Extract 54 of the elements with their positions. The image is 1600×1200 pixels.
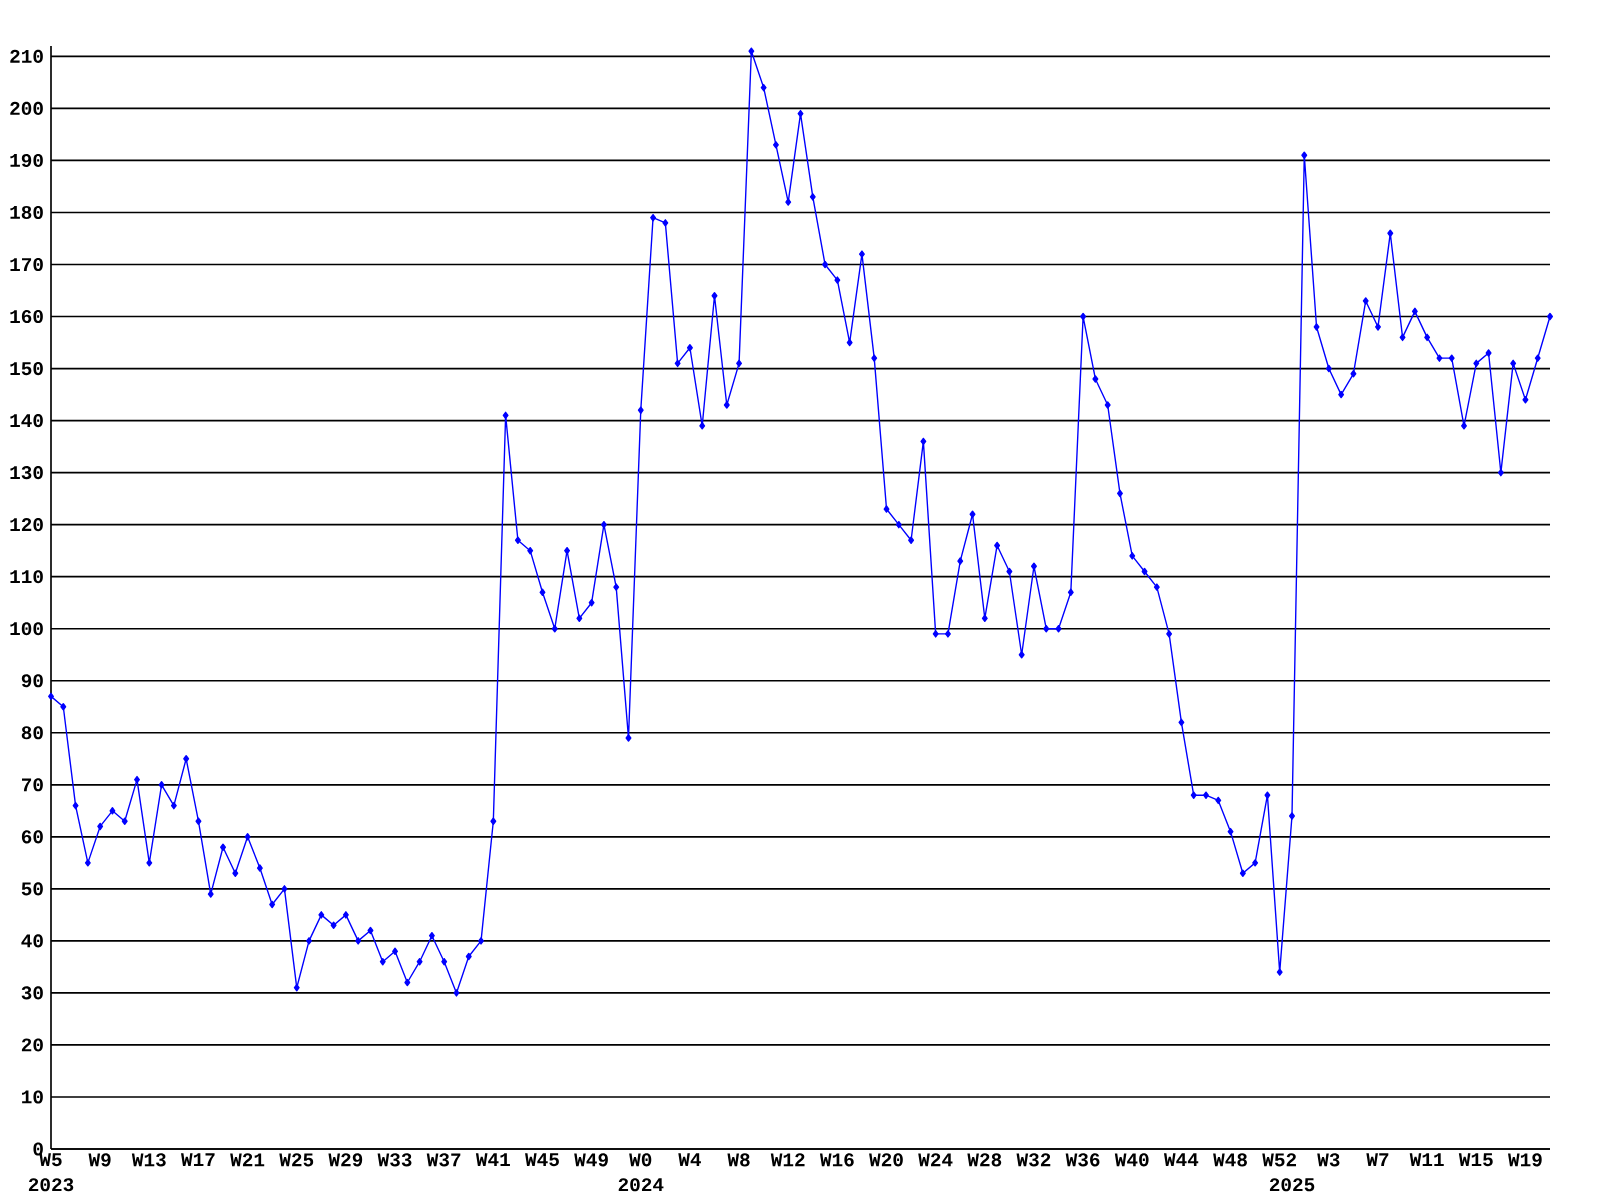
y-tick-label: 70 [22, 778, 43, 792]
x-tick-label: W21 [230, 1153, 265, 1167]
y-tick-label: 20 [21, 1038, 43, 1052]
x-tick-label: W37 [426, 1153, 461, 1167]
x2-tick-label: 2025 [1269, 1178, 1315, 1192]
x-tick-label: W33 [377, 1153, 412, 1167]
y-tick-label: 180 [10, 205, 43, 220]
y-tick-label: 140 [10, 414, 43, 428]
y-tick-label: 150 [10, 362, 43, 376]
x-tick-label: W16 [819, 1153, 854, 1167]
x-tick-label: W44 [1163, 1153, 1199, 1166]
x2-tick-label: 2023 [28, 1178, 74, 1192]
x-tick-label: W4 [678, 1153, 701, 1166]
y-tick-label: 80 [21, 726, 43, 740]
x-tick-label: W45 [525, 1153, 559, 1167]
x-tick-label: W13 [131, 1153, 166, 1167]
x2-tick-label: 2024 [618, 1178, 664, 1192]
x-tick-label: W20 [869, 1153, 903, 1167]
x-tick-label: W15 [1458, 1153, 1493, 1167]
y-tick-label: 110 [10, 570, 43, 584]
x-tick-label: W49 [574, 1153, 608, 1167]
x-tick-label: W19 [1508, 1153, 1542, 1167]
x-tick-label: W48 [1213, 1153, 1247, 1167]
y-tick-label: 10 [22, 1090, 43, 1104]
x-tick-label: W40 [1114, 1153, 1149, 1167]
x-tick-label: W7 [1366, 1153, 1389, 1166]
y-tick-label: 190 [10, 153, 43, 168]
x-tick-label: W11 [1409, 1153, 1444, 1166]
x-tick-label: W25 [279, 1153, 314, 1167]
x-tick-label: W12 [770, 1153, 805, 1167]
x-tick-label: W17 [181, 1153, 215, 1166]
x-tick-label: W9 [88, 1153, 111, 1167]
x-tick-label: W8 [727, 1153, 750, 1167]
x-tick-label: W41 [475, 1153, 510, 1166]
x-tick-label: W52 [1262, 1153, 1297, 1167]
x-tick-label: W36 [1065, 1153, 1100, 1167]
x-tick-label: W28 [967, 1153, 1002, 1167]
y-tick-label: 30 [21, 986, 43, 1000]
x-tick-label: W32 [1016, 1153, 1051, 1167]
y-tick-label: 50 [21, 882, 43, 896]
x-tick-label: W0 [629, 1153, 652, 1167]
y-tick-label: 210 [10, 49, 43, 63]
y-tick-label: 60 [21, 830, 43, 844]
y-tick-label: 170 [10, 257, 43, 272]
y-tick-label: 160 [10, 309, 43, 324]
y-tick-label: 120 [10, 518, 43, 532]
y-tick-label: 90 [21, 674, 43, 688]
y-tick-label: 40 [21, 934, 43, 948]
x-tick-label: W24 [918, 1153, 953, 1167]
x-tick-label: W3 [1317, 1153, 1340, 1167]
y-tick-label: 130 [10, 466, 43, 480]
y-tick-label: 200 [10, 101, 43, 115]
y-tick-label: 100 [10, 622, 43, 636]
x-tick-label: W29 [328, 1153, 363, 1167]
